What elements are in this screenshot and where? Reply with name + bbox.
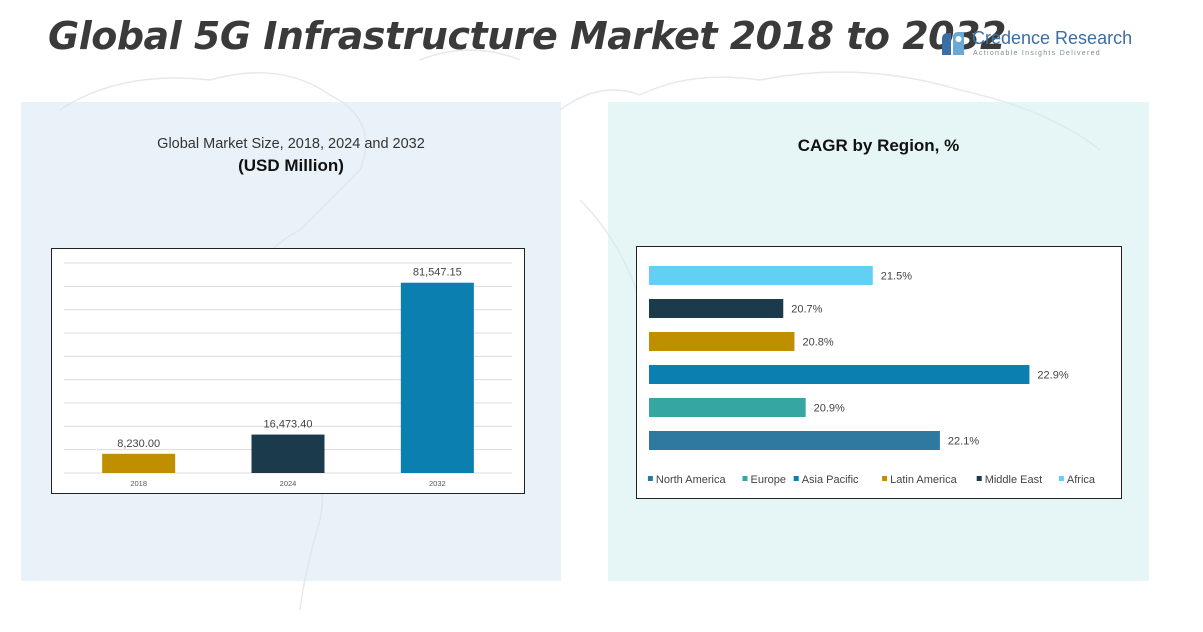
bar-north-america [649, 431, 940, 450]
data-label: 16,473.40 [264, 419, 313, 431]
page-title: Global 5G Infrastructure Market 2018 to … [48, 14, 1006, 58]
bar-africa [649, 266, 873, 285]
bar-middle-east [649, 299, 784, 318]
bar-2032 [400, 282, 474, 473]
data-label: 81,547.15 [413, 267, 462, 279]
market-size-title: Global Market Size, 2018, 2024 and 2032 [157, 136, 425, 152]
legend-item: Asia Pacific [802, 474, 859, 486]
bar-latin-america [649, 332, 795, 351]
cagr-horizontal-bar-chart: 22.1% 20.9% 22.9% 20.8% 20.7% 21.5% North Amer… [647, 266, 1096, 486]
data-label: 20.9% [814, 403, 845, 415]
legend-swatch [647, 476, 653, 481]
market-size-unit: (USD Million) [238, 156, 344, 175]
tick-label: 2024 [280, 479, 297, 488]
data-label: 8,230.00 [117, 438, 160, 450]
legend-item: Africa [1067, 474, 1096, 486]
logo-name: Credence Research [972, 28, 1133, 48]
data-label: 22.9% [1037, 370, 1068, 382]
cagr-title: CAGR by Region, % [797, 136, 960, 155]
data-label: 21.5% [881, 271, 912, 283]
tick-label: 2032 [429, 479, 446, 488]
market-size-panel: Global Market Size, 2018, 2024 and 2032 … [21, 102, 561, 581]
bar-asia-pacific [649, 365, 1030, 384]
brand-logo: Credence Research Actionable Insights De… [936, 26, 1132, 66]
legend-swatch [793, 476, 799, 481]
market-size-bar-chart: 8,230.00 2018 16,473.40 2024 81,547.15 2032 [64, 262, 512, 488]
legend-swatch [976, 476, 982, 481]
data-label: 20.7% [791, 304, 822, 316]
bar-2018 [102, 453, 176, 473]
cagr-panel: CAGR by Region, % 22.1% 20.9% 22.9% 20.8% 20… [608, 102, 1149, 581]
data-label: 20.8% [802, 337, 833, 349]
legend-item: North America [656, 474, 727, 486]
credence-logo-icon [942, 32, 964, 55]
bar-europe [649, 398, 806, 417]
bar-2024 [251, 434, 325, 473]
legend-item: Latin America [890, 474, 958, 486]
logo-tagline: Actionable Insights Delivered [973, 50, 1101, 57]
cagr-chart: 22.1% 20.9% 22.9% 20.8% 20.7% 21.5% North Amer… [636, 246, 1122, 499]
legend-swatch [1058, 476, 1064, 481]
market-size-chart: 8,230.00 2018 16,473.40 2024 81,547.15 2032 [51, 248, 525, 494]
legend-item: Europe [751, 474, 786, 486]
legend-item: Middle East [985, 474, 1042, 486]
legend-swatch [882, 476, 888, 481]
data-label: 22.1% [948, 436, 979, 448]
tick-label: 2018 [130, 479, 147, 488]
legend-swatch [742, 476, 748, 481]
